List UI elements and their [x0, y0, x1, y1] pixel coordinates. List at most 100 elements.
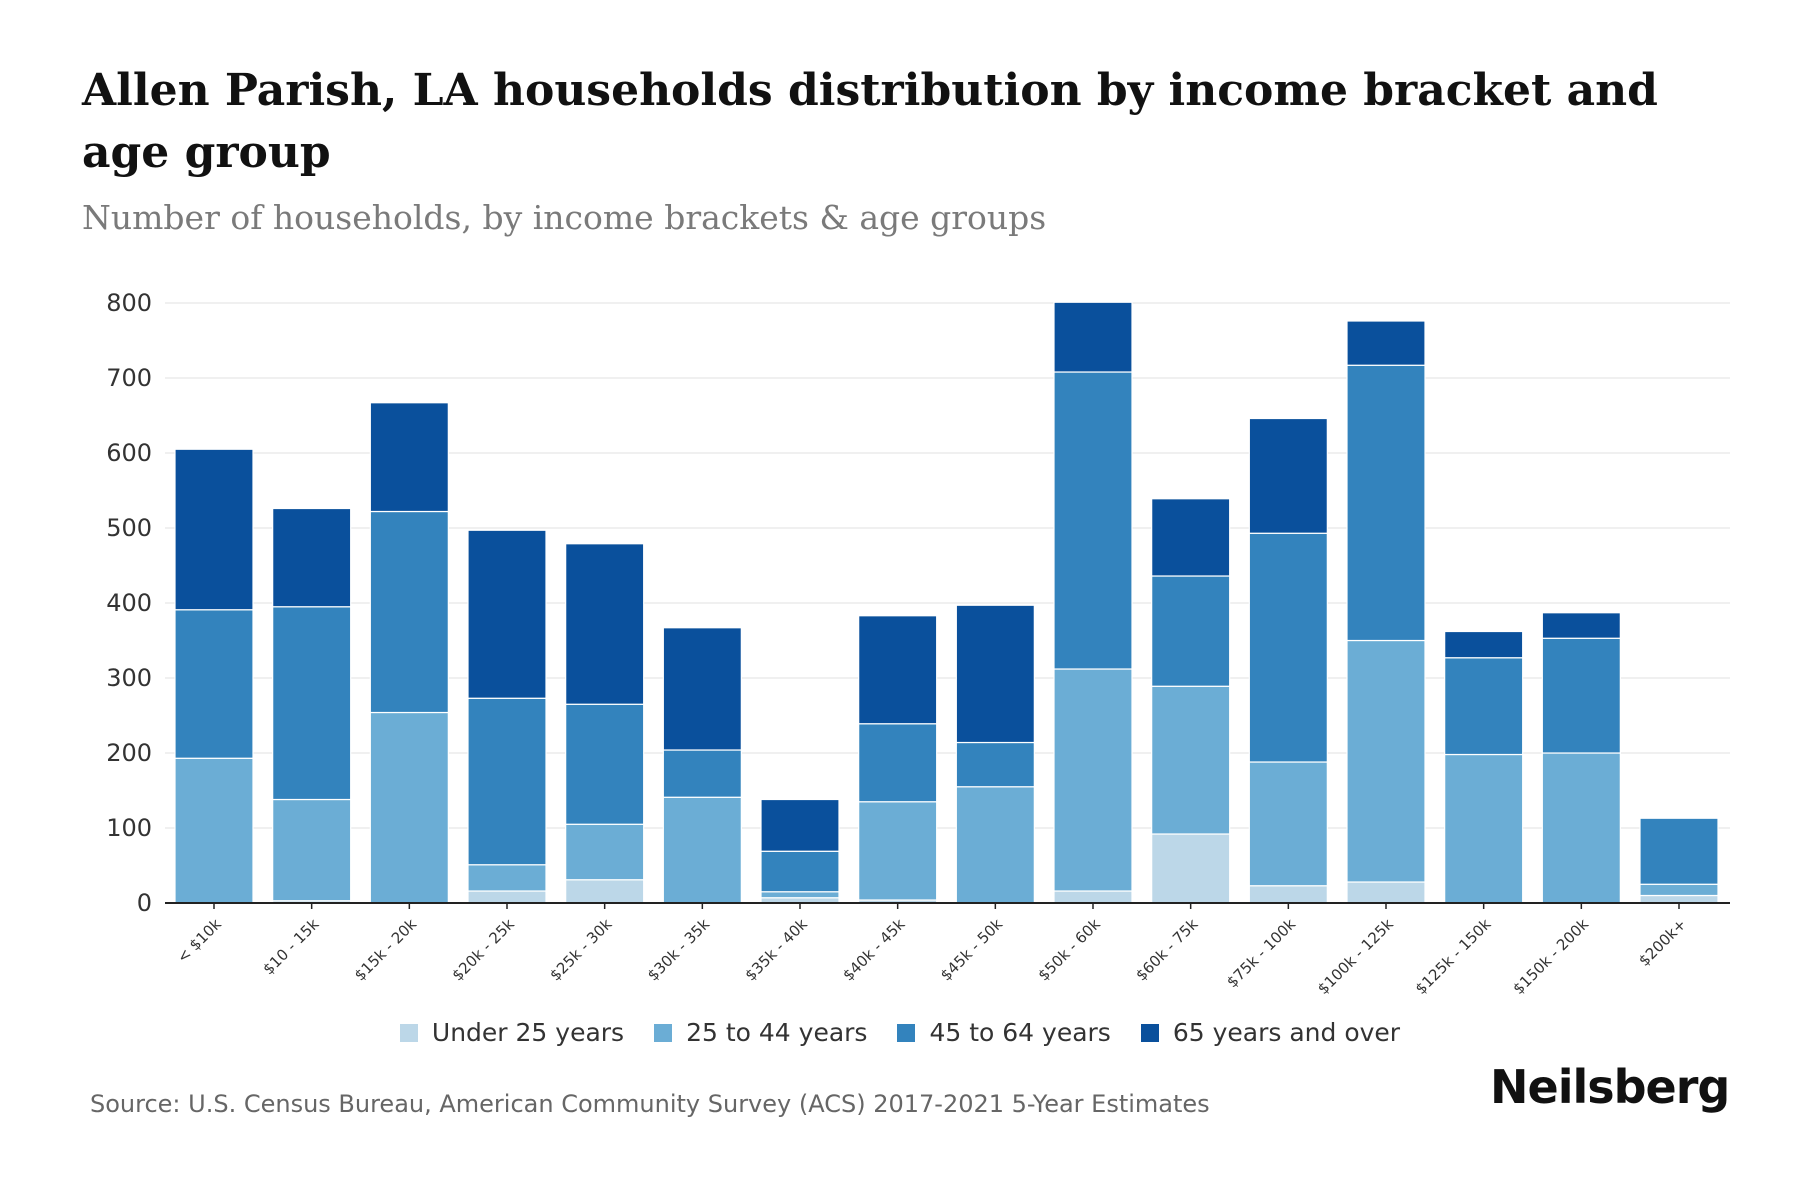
- y-tick-label: 800: [106, 289, 152, 317]
- bar-segment-25-to-44-years: [1053, 668, 1133, 892]
- bar-segment-65-years-and-over: [760, 798, 840, 852]
- y-tick-label: 300: [106, 664, 152, 692]
- bar-segment-45-to-64-years: [1444, 657, 1524, 756]
- bar-segment-25-to-44-years: [1151, 685, 1231, 835]
- bar-segment-25-to-44-years: [467, 864, 547, 892]
- legend-swatch: [897, 1023, 916, 1042]
- bar-segment-65-years-and-over: [1053, 301, 1133, 373]
- legend-label: Under 25 years: [431, 1018, 625, 1047]
- chart-subtitle: Number of households, by income brackets…: [82, 198, 1047, 237]
- bar-segment-45-to-64-years: [858, 723, 938, 803]
- bar-segment-under-25-years: [467, 890, 547, 904]
- x-tick-label: < $10k: [173, 915, 225, 967]
- bar-segment-25-to-44-years: [174, 757, 254, 904]
- x-tick-label: $45k - 50k: [937, 915, 1007, 985]
- bar-stack: [272, 507, 352, 904]
- legend-label: 25 to 44 years: [686, 1018, 868, 1047]
- bar-stack: [1053, 301, 1133, 904]
- bar-stack: [565, 543, 645, 904]
- bar-stack: [1541, 612, 1621, 904]
- source-note: Source: U.S. Census Bureau, American Com…: [90, 1090, 1210, 1118]
- bar-stack: [369, 402, 449, 904]
- bar-segment-45-to-64-years: [1248, 532, 1328, 763]
- legend-swatch: [1140, 1023, 1159, 1042]
- stacked-bar-chart: 0 100 200 300 400 500 600 700 800 < $10k $10 - 15…: [106, 289, 1730, 998]
- bar-segment-45-to-64-years: [662, 749, 742, 798]
- x-tick-label: $25k - 30k: [546, 915, 616, 985]
- bar-segment-65-years-and-over: [1444, 630, 1524, 659]
- bar-segment-45-to-64-years: [369, 510, 449, 714]
- bar-segment-65-years-and-over: [1541, 612, 1621, 639]
- x-tick-label: $15k - 20k: [351, 915, 421, 985]
- chart-title: Allen Parish, LA households distribution…: [82, 65, 1658, 178]
- legend-item: 65 years and over: [1140, 1018, 1401, 1047]
- x-tick-label: $200k+: [1635, 915, 1690, 970]
- bar-segment-25-to-44-years: [760, 891, 840, 899]
- x-tick-label: $150k - 200k: [1509, 915, 1592, 998]
- bar-segment-25-to-44-years: [662, 796, 742, 904]
- bar-segment-25-to-44-years: [1541, 752, 1621, 904]
- legend-swatch: [399, 1023, 418, 1042]
- x-tick-label: $75k - 100k: [1223, 915, 1299, 991]
- bar-segment-25-to-44-years: [1639, 883, 1719, 897]
- bar-segment-25-to-44-years: [369, 711, 449, 904]
- bar-segment-under-25-years: [1346, 881, 1426, 904]
- bar-stack: [662, 627, 742, 904]
- y-tick-label: 400: [106, 589, 152, 617]
- legend-label: 65 years and over: [1172, 1018, 1401, 1047]
- bar-stack: [955, 604, 1035, 904]
- bar-segment-25-to-44-years: [858, 801, 938, 901]
- bar-stack: [858, 615, 938, 904]
- bar-segment-45-to-64-years: [760, 850, 840, 893]
- bar-segment-65-years-and-over: [369, 402, 449, 513]
- x-tick-label: $125k - 150k: [1412, 915, 1495, 998]
- legend-item: 45 to 64 years: [897, 1018, 1111, 1047]
- bars: [174, 301, 1719, 904]
- y-tick-label: 0: [137, 889, 152, 917]
- bar-stack: [1151, 498, 1231, 904]
- x-tick-label: $100k - 125k: [1314, 915, 1397, 998]
- bar-segment-65-years-and-over: [174, 448, 254, 611]
- x-tick-label: $10 - 15k: [259, 915, 322, 978]
- legend-swatch: [654, 1023, 673, 1042]
- bar-segment-45-to-64-years: [1151, 575, 1231, 687]
- bar-segment-45-to-64-years: [1346, 364, 1426, 642]
- x-tick-label: $30k - 35k: [644, 915, 714, 985]
- bar-stack: [174, 448, 254, 904]
- bar-segment-45-to-64-years: [1541, 637, 1621, 754]
- bar-segment-under-25-years: [1639, 894, 1719, 904]
- bar-segment-65-years-and-over: [272, 507, 352, 608]
- y-tick-label: 600: [106, 439, 152, 467]
- x-axis-ticks: < $10k $10 - 15k $15k - 20k $20k - 25k $25k …: [173, 903, 1690, 998]
- bar-segment-65-years-and-over: [858, 615, 938, 725]
- legend-item: 25 to 44 years: [654, 1018, 867, 1047]
- legend-label: 45 to 64 years: [929, 1018, 1111, 1047]
- x-tick-label: $35k - 40k: [741, 915, 811, 985]
- brand-logo: Neilsberg: [1490, 1060, 1730, 1114]
- bar-segment-65-years-and-over: [1248, 417, 1328, 534]
- y-axis-ticks: 0 100 200 300 400 500 600 700 800: [106, 289, 152, 917]
- bar-stack: [1248, 417, 1328, 904]
- bar-stack: [1346, 320, 1426, 904]
- bar-stack: [467, 529, 547, 904]
- bar-segment-under-25-years: [1248, 885, 1328, 904]
- bar-segment-25-to-44-years: [1248, 761, 1328, 887]
- y-tick-label: 700: [106, 364, 152, 392]
- x-tick-label: $40k - 45k: [839, 915, 909, 985]
- bar-segment-25-to-44-years: [272, 798, 352, 902]
- bar-segment-65-years-and-over: [955, 604, 1035, 744]
- x-tick-label: $50k - 60k: [1034, 915, 1104, 985]
- bar-segment-25-to-44-years: [955, 786, 1035, 904]
- bar-segment-45-to-64-years: [1639, 817, 1719, 885]
- bar-segment-25-to-44-years: [565, 823, 645, 881]
- y-tick-label: 500: [106, 514, 152, 542]
- bar-segment-under-25-years: [1151, 833, 1231, 904]
- bar-segment-65-years-and-over: [662, 627, 742, 751]
- bar-stack: [1639, 817, 1719, 904]
- bar-segment-under-25-years: [1053, 890, 1133, 904]
- bar-segment-45-to-64-years: [565, 703, 645, 825]
- bar-stack: [760, 798, 840, 904]
- bar-segment-65-years-and-over: [1346, 320, 1426, 366]
- bar-segment-45-to-64-years: [955, 741, 1035, 788]
- x-tick-label: $20k - 25k: [448, 915, 518, 985]
